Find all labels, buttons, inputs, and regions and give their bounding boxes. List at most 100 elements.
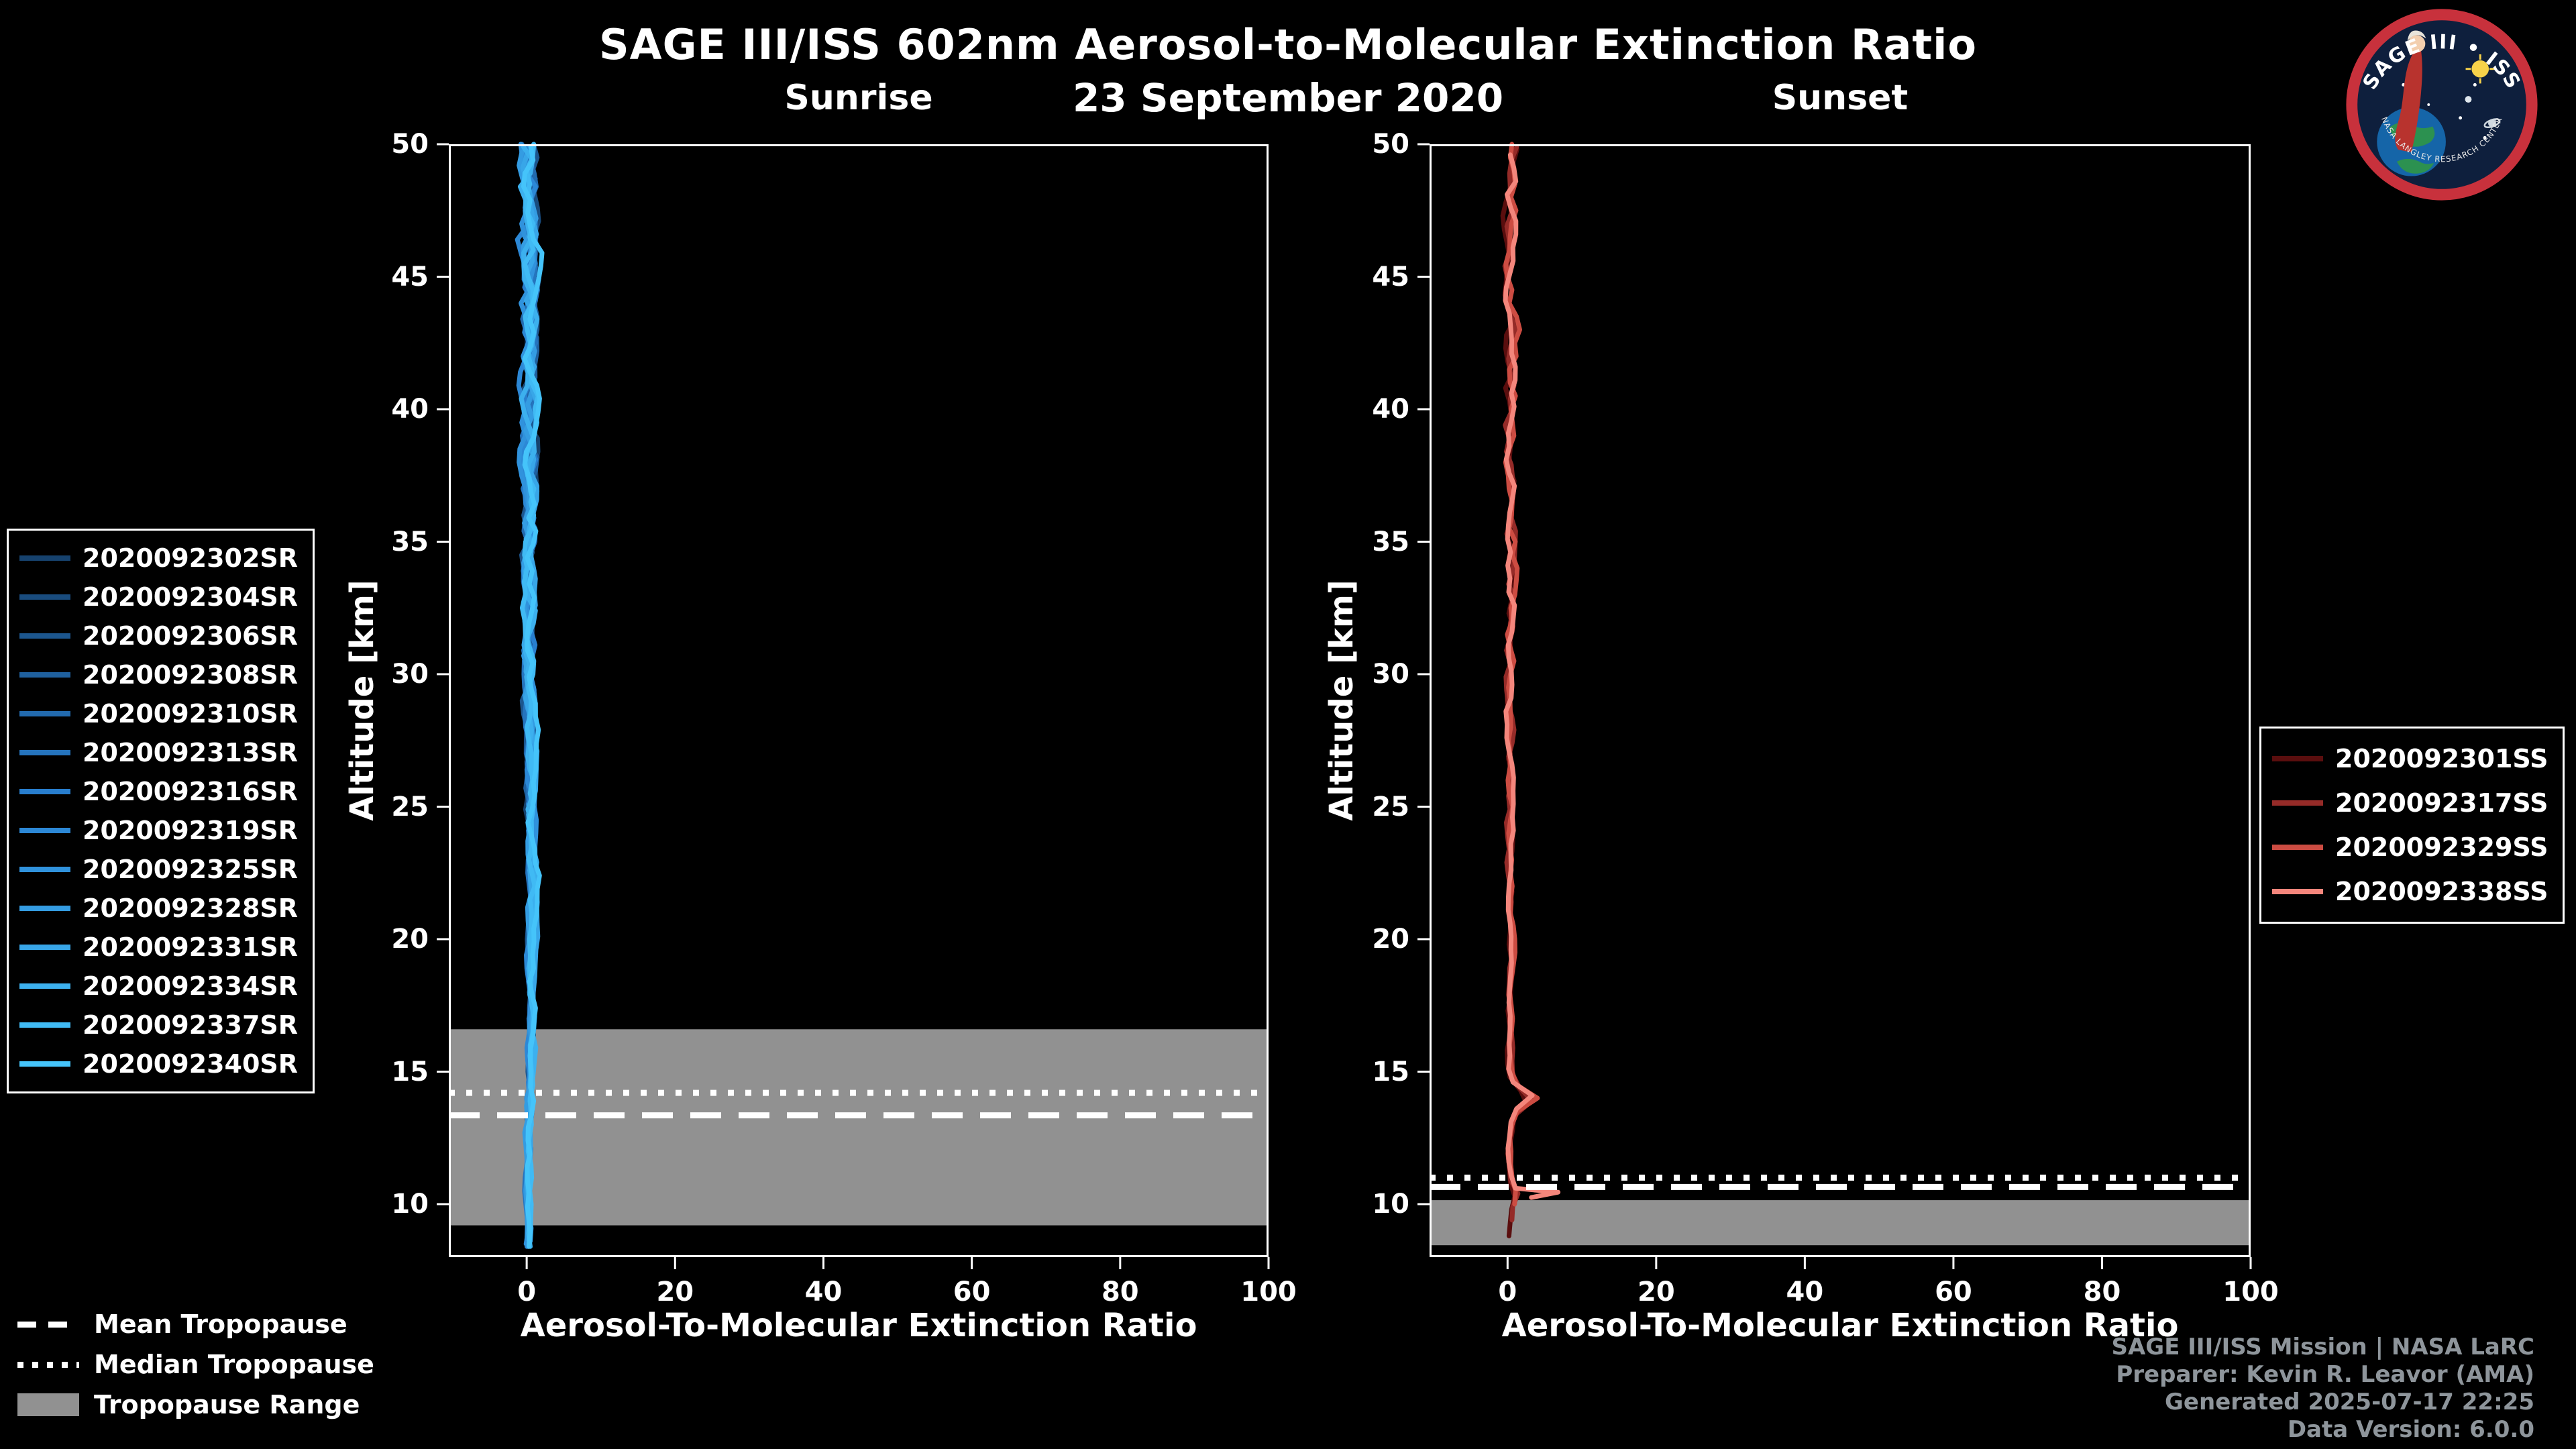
legend-series-swatch-icon	[2272, 845, 2323, 850]
y-axis-label-sunset: Altitude [km]	[1323, 580, 1360, 821]
legend-item-label: 2020092334SR	[83, 971, 299, 1001]
legend-item-label: 2020092302SR	[83, 543, 299, 573]
legend-sunset-events: 2020092301SS 2020092317SS 2020092329SS 2020…	[2259, 727, 2565, 924]
tropopause-range-label: Tropopause Range	[94, 1390, 360, 1419]
plot-frame	[449, 144, 1269, 1257]
y-tick-label: 35	[391, 526, 429, 557]
legend-item: 2020092334SR	[19, 967, 298, 1006]
y-tick-label: 40	[1372, 394, 1409, 425]
x-tick-label: 0	[517, 1277, 537, 1307]
figure-date: 23 September 2020	[1072, 75, 1504, 121]
legend-item-label: 2020092306SR	[83, 621, 299, 651]
legend-item: 2020092325SR	[19, 850, 298, 889]
legend-item-label: 2020092310SR	[83, 699, 299, 729]
legend-series-swatch-icon	[2272, 889, 2323, 894]
y-axis-label-sunrise: Altitude [km]	[343, 580, 381, 821]
legend-item: 2020092329SS	[2272, 825, 2548, 869]
legend-series-swatch-icon	[19, 1061, 70, 1067]
y-tick-label: 10	[1372, 1189, 1409, 1220]
y-tick-label: 50	[391, 129, 429, 160]
y-tick-label: 20	[1372, 924, 1409, 955]
median-tropopause-label: Median Tropopause	[94, 1350, 374, 1379]
credits-generated: Generated 2025-07-17 22:25	[2165, 1389, 2534, 1415]
x-tick-label: 0	[1498, 1277, 1517, 1307]
legend-item-label: 2020092319SR	[83, 816, 299, 845]
legend-item-label: 2020092328SR	[83, 894, 299, 923]
legend-item: 2020092316SR	[19, 772, 298, 811]
legend-item: 2020092310SR	[19, 694, 298, 733]
y-tick-label: 35	[1372, 526, 1409, 557]
tropopause-legend-median-row: Median Tropopause	[17, 1344, 374, 1385]
x-tick-label: 40	[804, 1277, 843, 1307]
credits-mission: SAGE III/ISS Mission | NASA LaRC	[2111, 1334, 2535, 1360]
legend-item: 2020092308SR	[19, 655, 298, 694]
x-tick-label: 60	[1935, 1277, 1972, 1307]
legend-item: 2020092301SS	[2272, 737, 2548, 781]
credits-data-version: Data Version: 6.0.0	[2287, 1416, 2534, 1443]
legend-series-swatch-icon	[19, 945, 70, 950]
x-tick-label: 60	[953, 1277, 991, 1307]
plot-sunrise	[437, 142, 1270, 1269]
y-tick-label: 10	[391, 1189, 429, 1220]
legend-item-label: 2020092304SR	[83, 582, 299, 612]
x-tick-label: 80	[1101, 1277, 1139, 1307]
y-tick-label: 15	[1372, 1056, 1409, 1087]
y-tick-label: 30	[391, 659, 429, 690]
legend-item-label: 2020092329SS	[2335, 833, 2548, 862]
legend-item-label: 2020092338SS	[2335, 877, 2548, 906]
x-tick-label: 40	[1786, 1277, 1824, 1307]
y-tick-label: 20	[391, 924, 429, 955]
median-tropopause-swatch-icon	[17, 1361, 79, 1368]
legend-item-label: 2020092340SR	[83, 1049, 299, 1079]
legend-item: 2020092319SR	[19, 811, 298, 850]
x-axis-label-sunrise: Aerosol-To-Molecular Extinction Ratio	[520, 1307, 1197, 1344]
legend-series-swatch-icon	[19, 594, 70, 600]
legend-item-label: 2020092325SR	[83, 855, 299, 884]
figure-title: SAGE III/ISS 602nm Aerosol-to-Molecular …	[598, 20, 1978, 69]
tropopause-legend: Mean Tropopause Median Tropopause Tropop…	[17, 1304, 374, 1425]
legend-item: 2020092304SR	[19, 578, 298, 616]
legend-series-swatch-icon	[19, 633, 70, 639]
tropopause-legend-range-row: Tropopause Range	[17, 1385, 374, 1425]
x-tick-label: 80	[2083, 1277, 2121, 1307]
credits-preparer: Preparer: Kevin R. Leavor (AMA)	[2116, 1361, 2534, 1388]
legend-series-swatch-icon	[19, 1022, 70, 1028]
legend-item: 2020092337SR	[19, 1006, 298, 1044]
legend-item-label: 2020092331SR	[83, 932, 299, 962]
legend-series-swatch-icon	[19, 672, 70, 678]
legend-series-swatch-icon	[19, 711, 70, 716]
panel-title-sunrise: Sunrise	[784, 78, 933, 118]
legend-item-label: 2020092313SR	[83, 738, 299, 767]
y-tick-label: 25	[1372, 791, 1409, 822]
x-tick-label: 20	[656, 1277, 694, 1307]
legend-series-swatch-icon	[19, 828, 70, 833]
legend-item-label: 2020092308SR	[83, 660, 299, 690]
legend-item: 2020092302SR	[19, 539, 298, 578]
tropopause-legend-mean-row: Mean Tropopause	[17, 1304, 374, 1344]
tropopause-range-band	[449, 1029, 1269, 1226]
legend-item-label: 2020092316SR	[83, 777, 299, 806]
y-tick-label: 25	[391, 791, 429, 822]
legend-item: 2020092328SR	[19, 889, 298, 928]
plot-sunset	[1417, 142, 2252, 1269]
y-tick-label: 45	[1372, 261, 1409, 292]
mean-tropopause-swatch-icon	[17, 1321, 79, 1328]
legend-series-swatch-icon	[19, 983, 70, 989]
profile-line-2020092340SR	[521, 144, 545, 1249]
legend-item-label: 2020092301SS	[2335, 744, 2548, 773]
y-tick-label: 50	[1372, 129, 1409, 160]
plot-frame	[1430, 144, 2251, 1257]
legend-item: 2020092331SR	[19, 928, 298, 967]
sage-iii-iss-mission-patch-icon: SAGE III • ISS NASA LANGLEY RESEARCH CEN…	[2346, 9, 2538, 201]
legend-series-swatch-icon	[19, 750, 70, 755]
legend-series-swatch-icon	[19, 867, 70, 872]
x-tick-label: 20	[1638, 1277, 1675, 1307]
legend-series-swatch-icon	[19, 555, 70, 561]
profile-line-2020092338SS	[1503, 152, 1561, 1200]
y-tick-label: 40	[391, 394, 429, 425]
legend-item: 2020092306SR	[19, 616, 298, 655]
legend-item: 2020092313SR	[19, 733, 298, 772]
legend-item: 2020092340SR	[19, 1044, 298, 1083]
y-tick-label: 30	[1372, 659, 1409, 690]
